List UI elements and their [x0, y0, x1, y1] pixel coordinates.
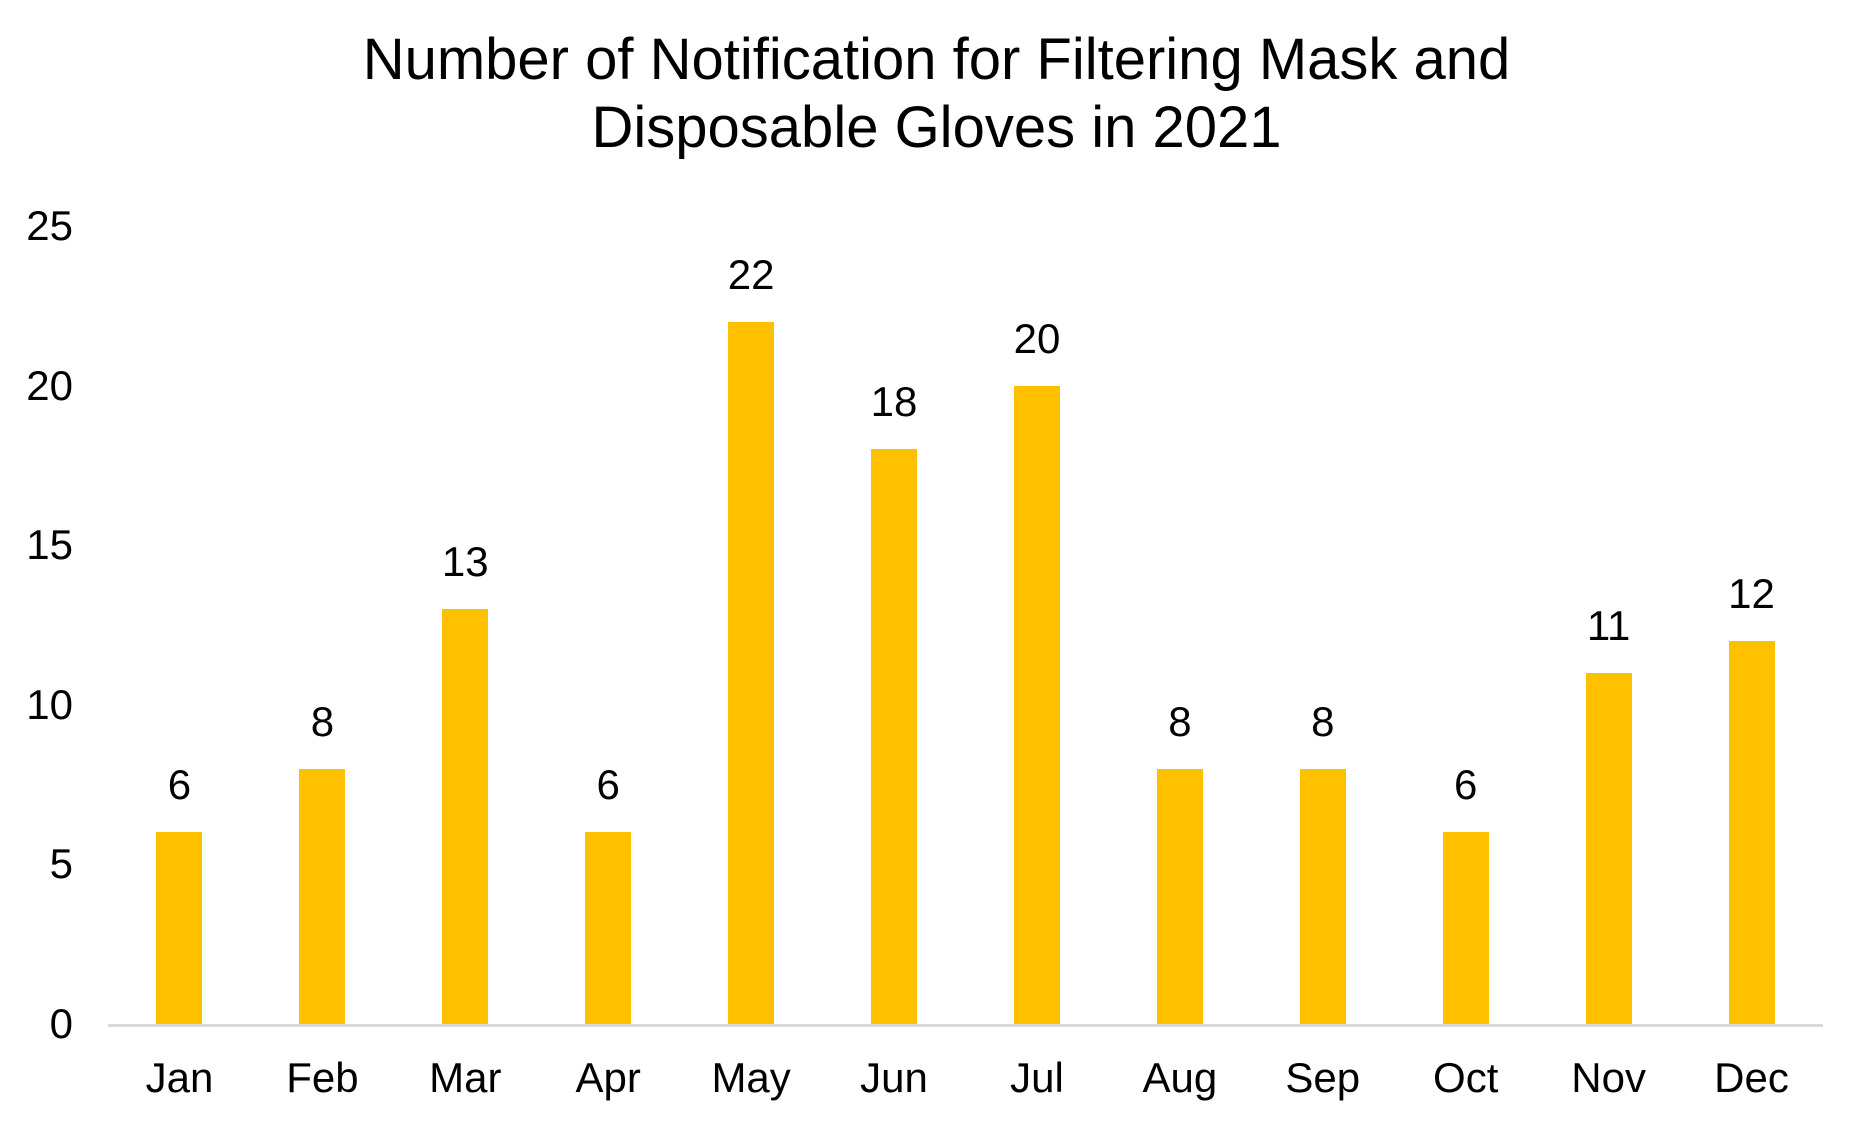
bar-value-label-dec: 12 [1728, 569, 1775, 617]
bar-value-label-nov: 11 [1586, 601, 1631, 649]
bar-nov [1585, 672, 1632, 1024]
chart-title: Number of Notification for Filtering Mas… [362, 27, 1511, 160]
bar-jan [156, 832, 203, 1024]
x-axis-label-nov: Nov [1571, 1054, 1646, 1101]
bar-value-label-apr: 6 [596, 761, 620, 809]
x-axis-label-jun: Jun [860, 1054, 928, 1101]
x-axis-label-sep: Sep [1285, 1054, 1361, 1101]
bar-value-label-aug: 8 [1168, 697, 1192, 745]
x-axis-label-may: May [711, 1054, 791, 1101]
bar-value-label-sep: 8 [1311, 697, 1335, 745]
bar-jun [871, 449, 918, 1024]
x-axis-label-aug: Aug [1142, 1054, 1218, 1101]
bar-mar [442, 609, 489, 1024]
y-axis-tick-label-10: 10 [26, 680, 73, 728]
bar-dec [1728, 640, 1775, 1024]
bar-may [728, 321, 775, 1024]
y-axis-tick-label-20: 20 [26, 361, 73, 409]
x-axis-label-jul: Jul [1010, 1054, 1064, 1101]
y-axis-tick-label-25: 25 [26, 202, 73, 249]
x-axis-label-feb: Feb [286, 1054, 359, 1101]
y-axis-tick-label-15: 15 [26, 521, 73, 569]
x-axis-label-oct: Oct [1433, 1054, 1499, 1101]
bar-value-label-feb: 8 [310, 697, 335, 745]
x-axis-label-jan: Jan [145, 1054, 214, 1101]
bar-apr [585, 832, 632, 1024]
x-axis-label-dec: Dec [1714, 1054, 1789, 1101]
y-axis-tick-label-0: 0 [49, 1000, 73, 1047]
bar-sep [1299, 768, 1346, 1024]
bar-value-label-may: 22 [727, 250, 775, 298]
plot-area: 6 8 13 6 22 18 20 8 8 6 11 12 [108, 226, 1823, 1027]
bar-value-label-jul: 20 [1013, 314, 1061, 362]
x-axis-line [108, 1024, 1823, 1027]
bar-jul [1013, 385, 1060, 1024]
bar-oct [1442, 832, 1489, 1024]
bar-aug [1156, 768, 1203, 1024]
bar-value-label-mar: 13 [441, 538, 489, 586]
bar-feb [299, 768, 346, 1024]
x-axis-label-apr: Apr [575, 1054, 641, 1101]
bar-value-label-jan: 6 [167, 761, 192, 809]
x-axis-label-mar: Mar [429, 1054, 502, 1101]
bar-value-label-jun: 18 [870, 378, 918, 426]
bar-value-label-oct: 6 [1454, 761, 1478, 809]
y-axis-tick-label-5: 5 [49, 840, 73, 888]
